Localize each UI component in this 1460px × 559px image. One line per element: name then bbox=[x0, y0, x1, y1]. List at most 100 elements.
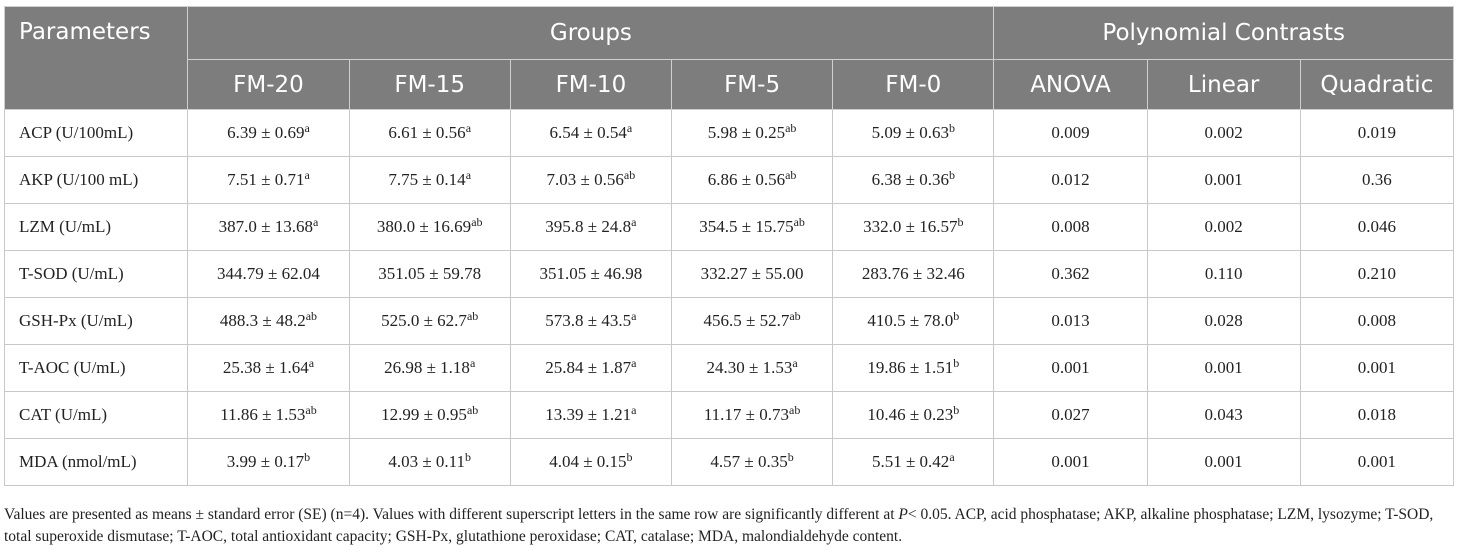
significance-superscript: a bbox=[631, 356, 637, 370]
table-row: ACP (U/100mL) 6.39 ± 0.69a 6.61 ± 0.56a 6.5… bbox=[3, 109, 1455, 157]
mean-se-value: 25.84 ± 1.87 bbox=[545, 358, 632, 377]
significance-superscript: b bbox=[626, 450, 633, 464]
group-value-cell: 6.38 ± 0.36b bbox=[832, 156, 995, 204]
mean-se-value: 4.57 ± 0.35 bbox=[710, 452, 788, 471]
mean-se-value: 5.98 ± 0.25 bbox=[707, 123, 786, 142]
mean-se-value: 12.99 ± 0.95 bbox=[381, 405, 467, 424]
significance-superscript: a bbox=[465, 121, 472, 135]
p-value-cell: 0.008 bbox=[993, 203, 1148, 251]
mean-se-value: 19.86 ± 1.51 bbox=[867, 358, 954, 377]
header-linear: Linear bbox=[1146, 59, 1301, 110]
significance-superscript: a bbox=[304, 121, 310, 135]
significance-superscript: b bbox=[948, 121, 955, 135]
mean-se-value: 351.05 ± 46.98 bbox=[539, 264, 643, 283]
p-value-cell: 0.001 bbox=[993, 344, 1148, 392]
group-value-cell: 24.30 ± 1.53a bbox=[670, 344, 834, 392]
p-value-cell: 0.001 bbox=[993, 438, 1148, 486]
p-value-cell: 0.009 bbox=[993, 109, 1148, 157]
significance-superscript: a bbox=[792, 356, 798, 370]
table-container: Parameters Groups Polynomial Contrasts F… bbox=[3, 6, 1455, 486]
significance-superscript: ab bbox=[471, 215, 483, 229]
header-anova: ANOVA bbox=[993, 59, 1148, 110]
header-fm-15: FM-15 bbox=[348, 59, 511, 110]
mean-se-value: 24.30 ± 1.53 bbox=[706, 358, 793, 377]
mean-se-value: 5.51 ± 0.42 bbox=[871, 452, 950, 471]
header-groups: Groups bbox=[187, 6, 995, 60]
significance-superscript: a bbox=[631, 309, 637, 323]
row-parameter-name: T-AOC (U/mL) bbox=[3, 344, 189, 392]
mean-se-value: 11.86 ± 1.53 bbox=[220, 405, 306, 424]
mean-se-value: 7.51 ± 0.71 bbox=[227, 170, 305, 189]
group-value-cell: 354.5 ± 15.75ab bbox=[670, 203, 834, 251]
mean-se-value: 26.98 ± 1.18 bbox=[384, 358, 470, 377]
row-parameter-name: GSH-Px (U/mL) bbox=[3, 297, 189, 345]
significance-superscript: ab bbox=[789, 403, 801, 417]
p-value-cell: 0.362 bbox=[993, 250, 1148, 298]
group-value-cell: 387.0 ± 13.68a bbox=[187, 203, 350, 251]
mean-se-value: 525.0 ± 62.7 bbox=[381, 311, 467, 330]
p-value-cell: 0.018 bbox=[1299, 391, 1455, 439]
significance-superscript: a bbox=[626, 121, 633, 135]
significance-superscript: a bbox=[631, 403, 637, 417]
group-value-cell: 11.86 ± 1.53ab bbox=[187, 391, 350, 439]
significance-superscript: a bbox=[469, 356, 476, 370]
results-table: Parameters Groups Polynomial Contrasts F… bbox=[3, 6, 1455, 486]
p-value-cell: 0.019 bbox=[1299, 109, 1455, 157]
p-value-cell: 0.008 bbox=[1299, 297, 1455, 345]
mean-se-value: 6.39 ± 0.69 bbox=[227, 123, 305, 142]
row-parameter-name: T-SOD (U/mL) bbox=[3, 250, 189, 298]
group-value-cell: 4.04 ± 0.15b bbox=[509, 438, 672, 486]
mean-se-value: 395.8 ± 24.8 bbox=[545, 217, 632, 236]
table-row: T-AOC (U/mL) 25.38 ± 1.64a 26.98 ± 1.18a 25… bbox=[3, 344, 1455, 392]
mean-se-value: 10.46 ± 0.23 bbox=[867, 405, 954, 424]
significance-superscript: b bbox=[304, 450, 311, 464]
table-row: MDA (nmol/mL) 3.99 ± 0.17b 4.03 ± 0.11b 4.0… bbox=[3, 438, 1455, 486]
significance-superscript: ab bbox=[466, 309, 479, 323]
group-value-cell: 6.61 ± 0.56a bbox=[348, 109, 511, 157]
table-footnote: Values are presented as means ± standard… bbox=[4, 504, 1456, 548]
group-value-cell: 7.03 ± 0.56ab bbox=[509, 156, 672, 204]
p-value-cell: 0.110 bbox=[1146, 250, 1301, 298]
p-value-cell: 0.043 bbox=[1146, 391, 1301, 439]
group-value-cell: 332.27 ± 55.00 bbox=[670, 250, 834, 298]
p-value-cell: 0.001 bbox=[1146, 344, 1301, 392]
group-value-cell: 6.86 ± 0.56ab bbox=[670, 156, 834, 204]
significance-superscript: ab bbox=[789, 309, 801, 323]
p-value-cell: 0.002 bbox=[1146, 109, 1301, 157]
group-value-cell: 4.57 ± 0.35b bbox=[670, 438, 834, 486]
group-value-cell: 332.0 ± 16.57b bbox=[832, 203, 995, 251]
header-fm-5: FM-5 bbox=[670, 59, 834, 110]
significance-superscript: a bbox=[631, 215, 637, 229]
group-value-cell: 488.3 ± 48.2ab bbox=[187, 297, 350, 345]
significance-superscript: b bbox=[953, 356, 960, 370]
mean-se-value: 387.0 ± 13.68 bbox=[218, 217, 313, 236]
p-value-cell: 0.001 bbox=[1299, 438, 1455, 486]
group-value-cell: 5.98 ± 0.25ab bbox=[670, 109, 834, 157]
table-header: Parameters Groups Polynomial Contrasts F… bbox=[3, 6, 1455, 110]
group-value-cell: 351.05 ± 59.78 bbox=[348, 250, 511, 298]
p-value-cell: 0.028 bbox=[1146, 297, 1301, 345]
significance-superscript: ab bbox=[623, 168, 636, 182]
header-parameters: Parameters bbox=[3, 6, 189, 110]
header-quadratic: Quadratic bbox=[1299, 59, 1455, 110]
table-row: AKP (U/100 mL) 7.51 ± 0.71a 7.75 ± 0.14a 7.… bbox=[3, 156, 1455, 204]
mean-se-value: 332.0 ± 16.57 bbox=[863, 217, 958, 236]
group-value-cell: 410.5 ± 78.0b bbox=[832, 297, 995, 345]
mean-se-value: 25.38 ± 1.64 bbox=[222, 358, 309, 377]
table-body: ACP (U/100mL) 6.39 ± 0.69a 6.61 ± 0.56a 6.5… bbox=[3, 109, 1455, 486]
p-value-cell: 0.013 bbox=[993, 297, 1148, 345]
mean-se-value: 573.8 ± 43.5 bbox=[545, 311, 632, 330]
mean-se-value: 4.03 ± 0.11 bbox=[388, 452, 466, 471]
group-value-cell: 25.38 ± 1.64a bbox=[187, 344, 350, 392]
significance-superscript: a bbox=[949, 450, 955, 464]
significance-superscript: a bbox=[308, 356, 315, 370]
group-value-cell: 12.99 ± 0.95ab bbox=[348, 391, 511, 439]
mean-se-value: 354.5 ± 15.75 bbox=[699, 217, 794, 236]
mean-se-value: 11.17 ± 0.73 bbox=[703, 405, 790, 424]
mean-se-value: 380.0 ± 16.69 bbox=[376, 217, 472, 236]
significance-superscript: b bbox=[948, 168, 955, 182]
p-value-cell: 0.36 bbox=[1299, 156, 1455, 204]
group-value-cell: 525.0 ± 62.7ab bbox=[348, 297, 511, 345]
significance-superscript: ab bbox=[785, 121, 797, 135]
significance-superscript: a bbox=[312, 215, 319, 229]
